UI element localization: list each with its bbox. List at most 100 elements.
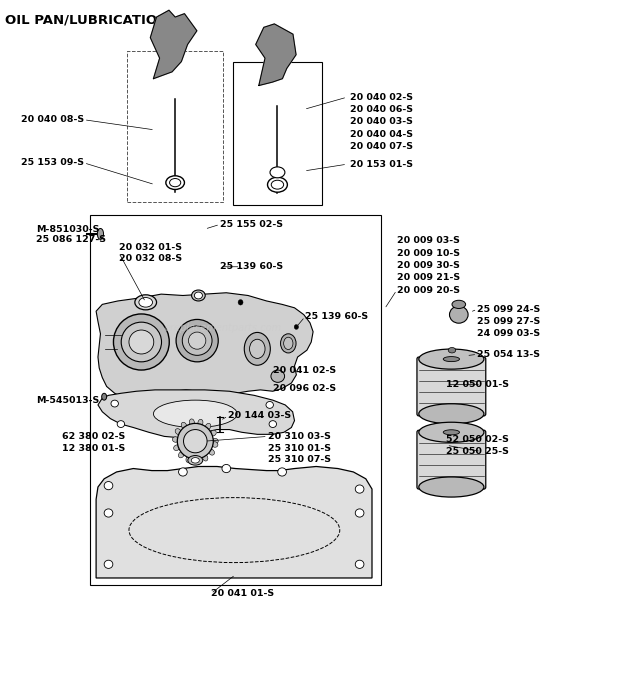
Ellipse shape bbox=[104, 560, 113, 568]
Text: 20 009 10-S: 20 009 10-S bbox=[397, 248, 460, 258]
Text: 25 139 60-S: 25 139 60-S bbox=[305, 312, 368, 321]
Text: 25 153 09-S: 25 153 09-S bbox=[20, 158, 84, 168]
Ellipse shape bbox=[419, 349, 484, 369]
Ellipse shape bbox=[191, 458, 200, 463]
Text: M-851030-S: M-851030-S bbox=[36, 224, 99, 234]
Ellipse shape bbox=[179, 451, 184, 458]
Ellipse shape bbox=[419, 477, 484, 497]
Ellipse shape bbox=[188, 332, 206, 350]
Text: 12 050 01-S: 12 050 01-S bbox=[446, 380, 510, 389]
Ellipse shape bbox=[169, 179, 181, 187]
Ellipse shape bbox=[177, 423, 213, 459]
FancyBboxPatch shape bbox=[417, 357, 486, 416]
Text: M-545013-S: M-545013-S bbox=[36, 395, 99, 405]
Ellipse shape bbox=[172, 437, 179, 443]
Ellipse shape bbox=[104, 482, 113, 490]
Text: OIL PAN/LUBRICATION: OIL PAN/LUBRICATION bbox=[5, 14, 168, 27]
Ellipse shape bbox=[452, 300, 466, 308]
Ellipse shape bbox=[267, 177, 288, 192]
Ellipse shape bbox=[244, 332, 270, 365]
Text: 20 032 01-S: 20 032 01-S bbox=[119, 243, 182, 252]
Text: 20 009 21-S: 20 009 21-S bbox=[397, 273, 460, 282]
Text: 20 009 03-S: 20 009 03-S bbox=[397, 236, 459, 246]
Text: 25 050 25-S: 25 050 25-S bbox=[446, 447, 509, 456]
Text: 62 380 02-S: 62 380 02-S bbox=[62, 432, 125, 441]
Text: 20 040 08-S: 20 040 08-S bbox=[20, 115, 84, 124]
Ellipse shape bbox=[238, 300, 243, 305]
Ellipse shape bbox=[182, 326, 212, 356]
Text: 25 086 127-S: 25 086 127-S bbox=[36, 235, 106, 244]
Ellipse shape bbox=[195, 457, 200, 464]
Ellipse shape bbox=[271, 370, 285, 382]
Ellipse shape bbox=[443, 430, 459, 435]
Ellipse shape bbox=[198, 419, 203, 426]
Polygon shape bbox=[150, 10, 197, 79]
Ellipse shape bbox=[104, 509, 113, 517]
Ellipse shape bbox=[270, 167, 285, 178]
Text: 12 380 01-S: 12 380 01-S bbox=[62, 443, 125, 453]
Ellipse shape bbox=[278, 468, 286, 476]
Text: 20 040 07-S: 20 040 07-S bbox=[350, 142, 414, 151]
Ellipse shape bbox=[205, 423, 211, 430]
Ellipse shape bbox=[139, 298, 153, 307]
Ellipse shape bbox=[450, 351, 461, 360]
Ellipse shape bbox=[210, 430, 216, 436]
Ellipse shape bbox=[249, 339, 265, 358]
Ellipse shape bbox=[179, 468, 187, 476]
Ellipse shape bbox=[209, 449, 215, 455]
Text: 25 099 24-S: 25 099 24-S bbox=[477, 304, 541, 314]
Polygon shape bbox=[96, 466, 372, 578]
Ellipse shape bbox=[186, 456, 191, 462]
Ellipse shape bbox=[166, 176, 185, 189]
Text: 20 009 30-S: 20 009 30-S bbox=[397, 261, 459, 270]
Text: 20 009 20-S: 20 009 20-S bbox=[397, 285, 460, 295]
Text: 25 099 27-S: 25 099 27-S bbox=[477, 317, 541, 326]
Ellipse shape bbox=[419, 422, 484, 443]
Ellipse shape bbox=[222, 464, 231, 473]
Bar bbox=[90, 215, 381, 585]
Ellipse shape bbox=[184, 430, 207, 453]
Ellipse shape bbox=[176, 319, 218, 362]
Ellipse shape bbox=[448, 347, 456, 353]
Ellipse shape bbox=[203, 454, 208, 461]
Text: 20 040 06-S: 20 040 06-S bbox=[350, 105, 414, 114]
Ellipse shape bbox=[266, 402, 273, 408]
Bar bbox=[232, 62, 322, 205]
Ellipse shape bbox=[355, 509, 364, 517]
Ellipse shape bbox=[102, 393, 107, 400]
Text: 25 155 02-S: 25 155 02-S bbox=[220, 220, 283, 229]
Text: 25 054 13-S: 25 054 13-S bbox=[477, 350, 541, 359]
Ellipse shape bbox=[117, 421, 125, 428]
Ellipse shape bbox=[269, 421, 277, 428]
Text: 20 144 03-S: 20 144 03-S bbox=[228, 411, 291, 421]
Ellipse shape bbox=[181, 422, 187, 429]
Text: 24 099 03-S: 24 099 03-S bbox=[477, 329, 541, 339]
Ellipse shape bbox=[443, 356, 459, 362]
Text: 20 310 03-S: 20 310 03-S bbox=[268, 432, 330, 441]
Polygon shape bbox=[98, 390, 294, 438]
Bar bbox=[127, 51, 223, 202]
Polygon shape bbox=[96, 293, 313, 400]
Text: 20 040 04-S: 20 040 04-S bbox=[350, 129, 414, 139]
Ellipse shape bbox=[129, 330, 154, 354]
Ellipse shape bbox=[355, 485, 364, 493]
Polygon shape bbox=[255, 24, 296, 86]
Ellipse shape bbox=[212, 438, 218, 444]
Text: 25 310 01-S: 25 310 01-S bbox=[268, 443, 331, 453]
Text: 20 096 02-S: 20 096 02-S bbox=[273, 384, 336, 393]
Text: 20 041 01-S: 20 041 01-S bbox=[211, 589, 274, 598]
Text: 20 032 08-S: 20 032 08-S bbox=[119, 254, 182, 263]
Text: 20 040 03-S: 20 040 03-S bbox=[350, 117, 413, 127]
FancyBboxPatch shape bbox=[417, 430, 486, 489]
Text: 20 153 01-S: 20 153 01-S bbox=[350, 159, 414, 169]
Text: 25 310 07-S: 25 310 07-S bbox=[268, 455, 331, 464]
Ellipse shape bbox=[122, 322, 161, 362]
Ellipse shape bbox=[272, 180, 283, 189]
Ellipse shape bbox=[135, 295, 156, 310]
Text: ereplacementparts.com: ereplacementparts.com bbox=[165, 324, 281, 333]
Ellipse shape bbox=[154, 400, 237, 428]
Ellipse shape bbox=[212, 442, 218, 447]
Ellipse shape bbox=[113, 314, 169, 370]
Text: 20 040 02-S: 20 040 02-S bbox=[350, 92, 414, 102]
Text: 20 041 02-S: 20 041 02-S bbox=[273, 366, 336, 376]
